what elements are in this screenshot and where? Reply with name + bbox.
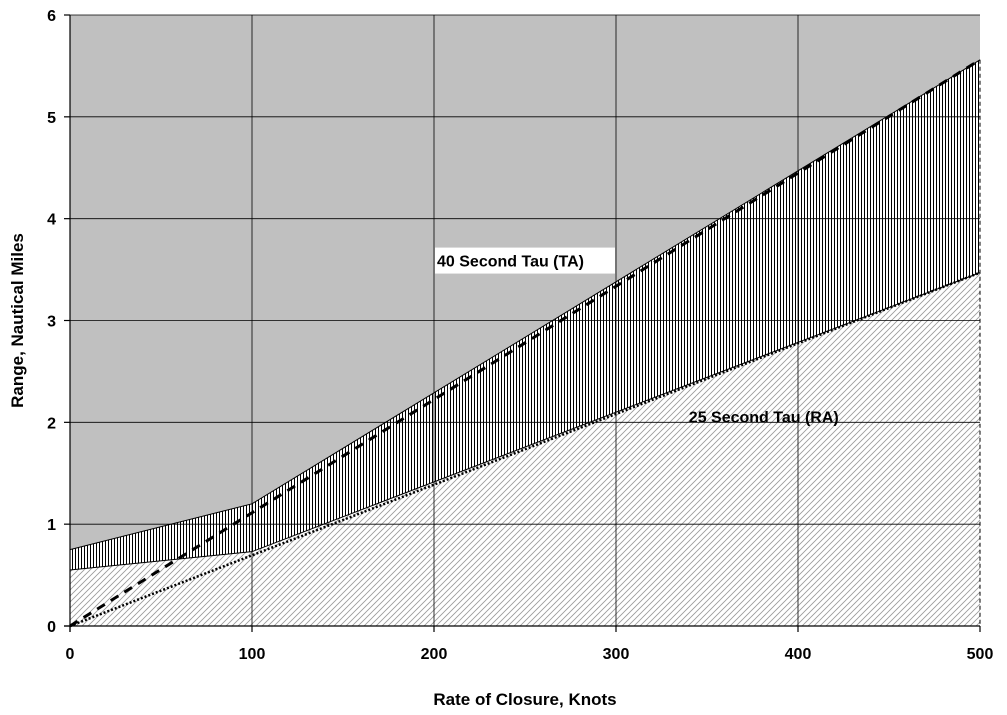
x-tick-label: 300 xyxy=(603,646,630,663)
y-axis-title: Range, Nautical Miles xyxy=(8,233,27,408)
x-tick-label: 500 xyxy=(967,646,994,663)
ta-annotation-label: 40 Second Tau (TA) xyxy=(437,254,584,271)
ra-tau-dotted-line xyxy=(69,271,981,628)
ta-tau-dashed-line xyxy=(69,58,981,628)
ta-annotation-background xyxy=(435,247,615,274)
y-tick-label: 6 xyxy=(47,8,56,25)
y-tick-label: 0 xyxy=(47,619,56,636)
ta-boundary-line xyxy=(69,59,981,551)
x-tick-label: 0 xyxy=(66,646,75,663)
x-tick-label: 200 xyxy=(421,646,448,663)
x-axis-title: Rate of Closure, Knots xyxy=(433,690,616,709)
y-tick-label: 2 xyxy=(47,415,56,432)
y-tick-label: 3 xyxy=(47,314,56,331)
y-tick-label: 4 xyxy=(47,212,56,229)
ra-annotation-label: 25 Second Tau (RA) xyxy=(689,409,839,426)
y-tick-label: 1 xyxy=(47,517,56,534)
x-tick-label: 400 xyxy=(785,646,812,663)
y-tick-label: 5 xyxy=(47,110,56,127)
x-tick-label: 100 xyxy=(239,646,266,663)
